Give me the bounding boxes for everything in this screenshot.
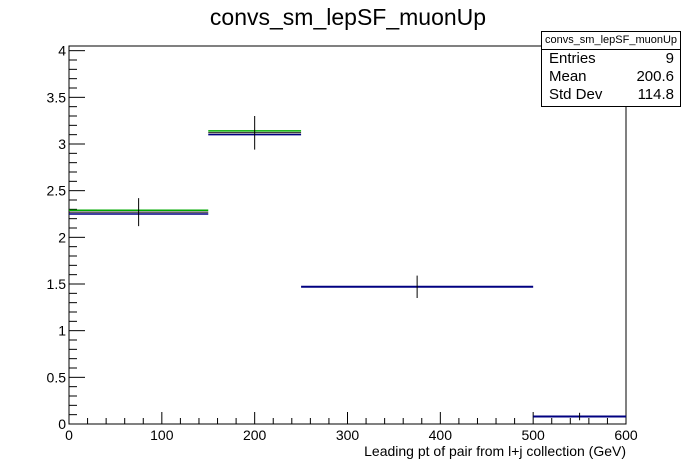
y-tick-label: 0.5	[47, 369, 67, 385]
y-tick-label: 2.5	[47, 183, 67, 199]
stats-stddev-row: Std Dev 114.8	[542, 86, 680, 104]
y-tick-label: 4	[58, 43, 66, 59]
stats-entries-value: 9	[665, 50, 674, 67]
stats-stddev-value: 114.8	[637, 86, 674, 103]
stats-box-title: convs_sm_lepSF_muonUp	[542, 32, 680, 50]
stats-entries-label: Entries	[549, 50, 596, 67]
histogram-bin	[533, 412, 626, 421]
x-tick-label: 500	[521, 427, 545, 443]
stats-mean-row: Mean 200.6	[542, 68, 680, 86]
stats-mean-label: Mean	[549, 68, 587, 85]
x-tick-label: 300	[336, 427, 360, 443]
y-tick-label: 1	[58, 323, 66, 339]
stats-mean-value: 200.6	[636, 68, 674, 85]
stats-entries-row: Entries 9	[542, 50, 680, 68]
y-tick-label: 2	[58, 229, 66, 245]
y-tick-label: 3	[58, 136, 66, 152]
histogram-bin	[208, 116, 302, 150]
y-tick-label: 1.5	[47, 276, 67, 292]
stats-box: convs_sm_lepSF_muonUp Entries 9 Mean 200…	[541, 31, 681, 107]
x-tick-label: 200	[243, 427, 267, 443]
x-tick-label: 0	[65, 427, 73, 443]
chart-title: convs_sm_lepSF_muonUp	[209, 4, 487, 30]
data-marks	[69, 116, 626, 421]
axes: 0 100 200 300 400 500 600 0 0.5 1 1.5 2 2.5 3 3.5 4	[47, 43, 638, 443]
y-tick-label: 3.5	[47, 89, 67, 105]
x-axis-label: Leading pt of pair from l+j collection (…	[364, 443, 626, 459]
stats-stddev-label: Std Dev	[549, 86, 603, 103]
x-tick-label: 400	[429, 427, 453, 443]
y-tick-label: 0	[58, 416, 66, 432]
histogram-bin	[69, 198, 209, 227]
x-tick-label: 100	[150, 427, 174, 443]
x-tick-label: 600	[614, 427, 638, 443]
histogram-bin	[301, 275, 534, 298]
